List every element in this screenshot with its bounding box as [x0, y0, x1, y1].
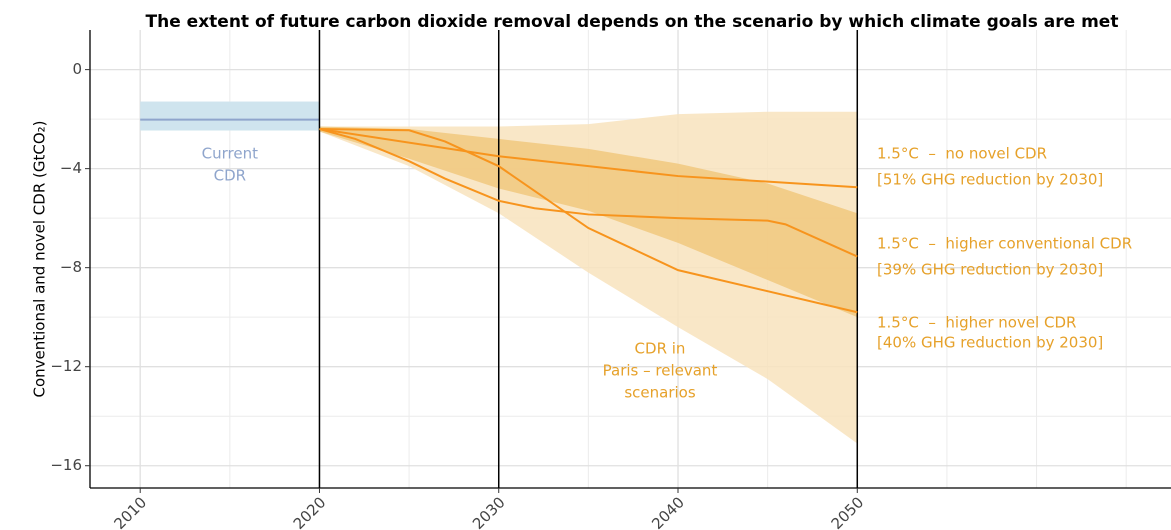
y-tick-label: 0 [72, 60, 82, 78]
line [319, 128, 858, 189]
chart-title: The extent of future carbon dioxide remo… [146, 12, 1119, 32]
series-note: [51% GHG reduction by 2030] [877, 171, 1103, 189]
series-label: 1.5°C – no novel CDR [877, 145, 1047, 163]
band-label: scenarios [624, 384, 696, 402]
y-tick-label: −12 [50, 357, 82, 375]
series-label: 1.5°C – higher novel CDR [877, 314, 1076, 332]
line [319, 128, 858, 314]
band-label: CDR in [635, 340, 686, 358]
x-tick-label: 2030 [469, 493, 509, 530]
y-tick-label: −8 [60, 258, 82, 276]
series-note: [39% GHG reduction by 2030] [877, 261, 1103, 279]
series-label: 1.5°C – higher conventional CDR [877, 235, 1132, 253]
range-band [319, 126, 858, 318]
current-label: CDR [214, 167, 246, 185]
x-tick-label: 2010 [110, 493, 150, 530]
band-label: Paris – relevant [603, 362, 718, 380]
y-tick-label: −4 [60, 159, 82, 177]
series-note: [40% GHG reduction by 2030] [877, 334, 1103, 352]
line [319, 128, 858, 258]
y-axis-label: Conventional and novel CDR (GtCO₂) [31, 120, 49, 397]
current-label: Current [202, 145, 258, 163]
x-tick-label: 2040 [648, 493, 688, 530]
y-tick-label: −16 [50, 456, 82, 474]
x-tick-label: 2020 [290, 493, 330, 530]
x-tick-label: 2050 [828, 493, 868, 530]
current-band [140, 101, 320, 131]
